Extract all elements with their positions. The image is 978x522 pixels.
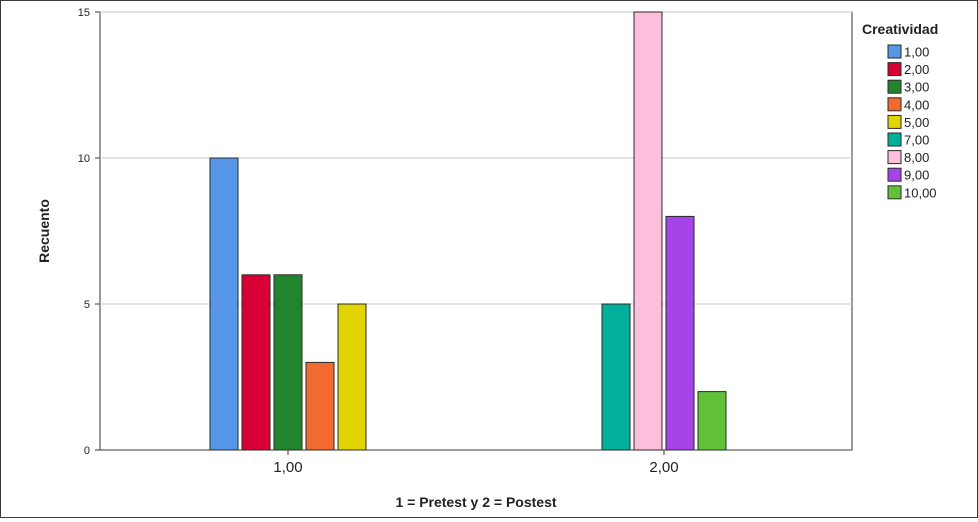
legend-label: 7,00 <box>904 133 929 148</box>
bar-1-00-cat-1 <box>209 157 239 451</box>
bar-5-00-cat-1 <box>337 303 367 451</box>
y-axis-title: Recuento <box>36 199 52 263</box>
bar-7-00-cat-2 <box>601 303 631 451</box>
y-tick-label: 0 <box>84 445 90 457</box>
legend-items: 1,00 2,00 3,00 4,00 5,00 7,00 8,00 9,00 10,00 <box>887 44 937 200</box>
legend-swatch <box>887 167 902 182</box>
x-category-label: 2,00 <box>649 459 678 476</box>
bar-3-00-cat-1 <box>273 274 303 451</box>
y-tick-label: 5 <box>84 299 90 311</box>
bar-2-00-cat-1 <box>241 274 271 451</box>
legend-swatch <box>887 79 902 94</box>
bar-4-00-cat-1 <box>305 361 335 451</box>
legend-label: 2,00 <box>904 62 929 77</box>
y-axis-ticks: 0 5 10 15 <box>78 7 100 457</box>
legend-swatch <box>887 62 902 77</box>
x-axis-categories: 1,00 2,00 <box>273 450 679 476</box>
legend-swatch <box>887 44 902 59</box>
legend-swatch <box>887 150 902 165</box>
bars <box>209 11 727 451</box>
legend: Creatividad 1,00 2,00 3,00 4,00 5,00 7,00 8,00… <box>862 21 938 200</box>
legend-label: 10,00 <box>904 185 937 200</box>
legend-label: 5,00 <box>904 115 929 130</box>
y-tick-label: 15 <box>78 7 90 19</box>
legend-label: 3,00 <box>904 80 929 95</box>
legend-label: 4,00 <box>904 97 929 112</box>
legend-label: 1,00 <box>904 45 929 60</box>
legend-label: 8,00 <box>904 150 929 165</box>
y-tick-label: 10 <box>78 153 90 165</box>
legend-label: 9,00 <box>904 168 929 183</box>
x-axis-title: 1 = Pretest y 2 = Postest <box>395 494 556 510</box>
x-category-label: 1,00 <box>273 459 302 476</box>
legend-swatch <box>887 97 902 112</box>
legend-swatch <box>887 132 902 147</box>
bar-8-00-cat-2 <box>633 11 663 451</box>
legend-swatch <box>887 114 902 129</box>
bar-9-00-cat-2 <box>665 215 695 451</box>
bar-10-00-cat-2 <box>697 391 727 451</box>
legend-swatch <box>887 185 902 200</box>
legend-title: Creatividad <box>862 21 938 37</box>
